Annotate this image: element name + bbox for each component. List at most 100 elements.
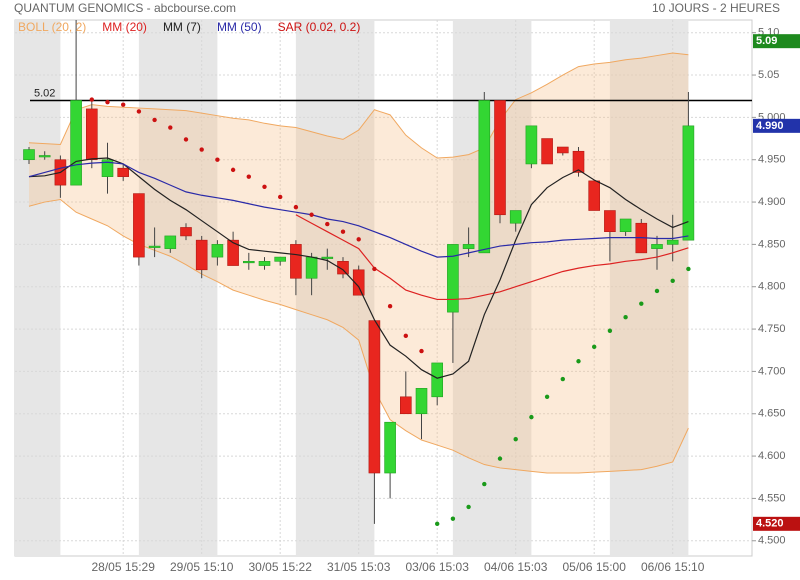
- y-tick-label: 4.750: [758, 323, 786, 335]
- candle-body: [243, 261, 255, 264]
- candle-body: [682, 125, 695, 241]
- chart-subtitle: 10 JOURS - 2 HEURES: [652, 1, 780, 15]
- sar-dot: [105, 99, 110, 105]
- candle-body: [180, 227, 192, 237]
- legend-entry: MM (7): [163, 20, 201, 34]
- sar-dot: [152, 117, 157, 123]
- legend-entry: MM (50): [217, 20, 262, 34]
- sar-dot: [168, 125, 173, 130]
- candle-body: [541, 138, 553, 165]
- candle-body: [588, 180, 601, 211]
- y-tick-label: 4.500: [758, 535, 786, 547]
- candle-body: [384, 421, 396, 474]
- sar-dot: [513, 436, 518, 442]
- candle-body: [148, 245, 161, 248]
- legend-entry: SAR (0.02, 0.2): [278, 20, 361, 34]
- candle-body: [431, 362, 444, 398]
- sar-dot: [293, 204, 299, 210]
- level-label: 5.02: [34, 87, 55, 99]
- sar-dot: [544, 394, 550, 400]
- moving-average: [295, 214, 689, 301]
- sar-dot: [639, 301, 644, 306]
- sar-dot: [372, 266, 377, 272]
- sar-dot: [278, 194, 283, 200]
- candle-body: [38, 155, 51, 158]
- sar-dot: [686, 266, 691, 272]
- sar-dot: [387, 304, 393, 309]
- candle-body: [447, 244, 459, 313]
- candle-body: [604, 210, 616, 232]
- candle-body: [164, 235, 177, 249]
- candle-body: [305, 256, 318, 279]
- candle-body: [494, 100, 506, 216]
- sar-dot: [136, 109, 142, 114]
- legend-entry: BOLL (20, 2): [18, 20, 86, 34]
- candle-body: [133, 193, 145, 258]
- sar-dot: [670, 278, 675, 284]
- sar-dot: [340, 229, 346, 234]
- sar-dot: [435, 521, 440, 527]
- sar-dot: [450, 516, 456, 521]
- sar-dot: [607, 328, 613, 333]
- y-tick-label: 4.950: [758, 154, 786, 166]
- sar-dot: [199, 147, 204, 152]
- price-tag-label: 4.990: [756, 120, 784, 132]
- sar-dot: [183, 137, 189, 142]
- y-tick-label: 4.800: [758, 281, 786, 293]
- candle-body: [619, 218, 632, 232]
- candle-body: [258, 261, 271, 266]
- candle-body: [525, 125, 538, 165]
- candle-body: [321, 256, 334, 259]
- sar-dot: [654, 288, 660, 294]
- candle-body: [651, 244, 663, 249]
- sar-dot: [356, 237, 361, 242]
- candle-body: [195, 239, 208, 271]
- x-tick-label: 29/05 15:10: [170, 560, 234, 574]
- legend-entry: MM (20): [102, 20, 147, 34]
- candle-body: [399, 396, 412, 415]
- day-band: [15, 20, 61, 556]
- candle-body: [211, 244, 224, 258]
- sar-dot: [215, 157, 220, 162]
- bollinger-upper: [28, 52, 689, 159]
- chart-title: QUANTUM GENOMICS - abcbourse.com: [14, 1, 236, 15]
- y-tick-label: 4.600: [758, 450, 786, 462]
- y-tick-label: 4.650: [758, 408, 786, 420]
- y-tick-label: 4.550: [758, 492, 786, 504]
- day-band: [609, 20, 689, 556]
- y-tick-label: 5.05: [758, 69, 779, 81]
- candle-body: [352, 269, 365, 296]
- candle-body: [117, 167, 129, 177]
- candle-body: [666, 239, 679, 245]
- price-tag: [753, 34, 800, 49]
- candle-body: [70, 100, 82, 186]
- sar-dot: [623, 315, 628, 320]
- moving-average: [28, 161, 689, 258]
- sar-dot: [529, 414, 534, 420]
- sar-dot: [497, 456, 503, 461]
- sar-dot: [576, 359, 581, 364]
- sar-dot: [419, 348, 424, 354]
- sar-dot: [403, 333, 408, 339]
- moving-average: [28, 157, 689, 379]
- candle-body: [509, 210, 522, 224]
- price-tag: [753, 118, 800, 133]
- candle-body: [274, 256, 287, 262]
- sar-dot: [121, 102, 126, 107]
- price-tag-label: 4.520: [756, 518, 784, 530]
- price-tag: [753, 516, 800, 531]
- x-tick-label: 30/05 15:22: [248, 560, 312, 574]
- candle-body: [23, 149, 35, 161]
- x-tick-label: 03/06 15:03: [405, 560, 469, 574]
- candle-body: [556, 146, 569, 154]
- bollinger-fill: [29, 53, 689, 474]
- x-tick-label: 31/05 15:03: [327, 560, 391, 574]
- candle-body: [462, 244, 475, 249]
- x-tick-label: 28/05 15:29: [91, 560, 155, 574]
- sar-dot: [592, 344, 597, 350]
- sar-dot: [309, 212, 314, 217]
- x-tick-label: 06/06 15:10: [641, 560, 705, 574]
- candle-body: [337, 261, 349, 275]
